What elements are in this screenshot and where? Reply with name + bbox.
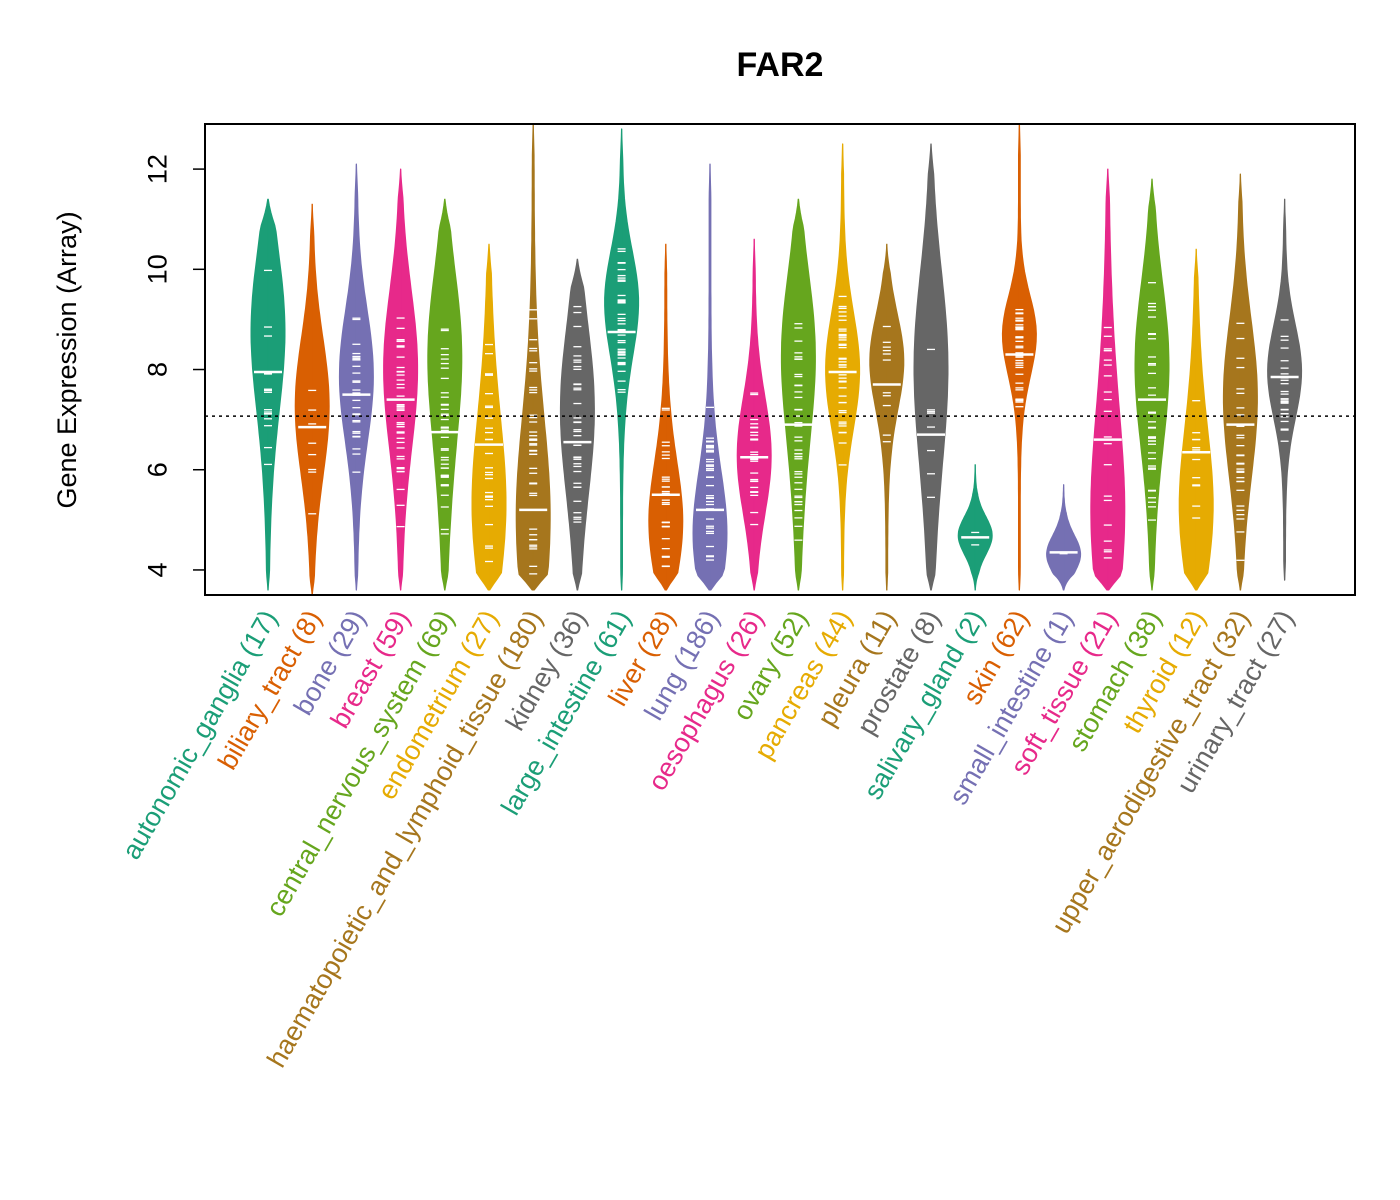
- violin-lung: [692, 163, 728, 591]
- violin-upper_aerodigestive_tract: [1222, 173, 1258, 591]
- violin-large_intestine: [604, 128, 640, 591]
- violin-soft_tissue: [1090, 168, 1126, 591]
- violin-skin: [1001, 123, 1037, 591]
- violin-central_nervous_system: [427, 198, 463, 591]
- violin-urinary_tract: [1267, 198, 1303, 581]
- violin-breast: [383, 168, 419, 591]
- violin-endometrium: [471, 243, 507, 591]
- x-axis-labels: autonomic_ganglia (17)biliary_tract (8)b…: [116, 605, 1300, 1072]
- violin-oesophagus: [736, 238, 772, 591]
- violin-liver: [648, 243, 684, 591]
- violin-haematopoietic_and_lymphoid_tissue: [515, 123, 551, 591]
- violin-kidney: [559, 258, 595, 591]
- violin-thyroid: [1178, 248, 1214, 591]
- y-tick-label: 8: [142, 362, 172, 377]
- y-tick-label: 10: [142, 254, 172, 284]
- violin-prostate: [913, 143, 949, 591]
- chart-title: FAR2: [737, 46, 824, 84]
- violin-small_intestine: [1046, 484, 1082, 591]
- violin-stomach: [1134, 178, 1170, 591]
- y-axis: 4 6 8 10 12: [142, 154, 206, 577]
- y-axis-label: Gene Expression (Array): [52, 211, 82, 508]
- violin-autonomic_ganglia: [250, 198, 286, 591]
- violin-salivary_gland: [957, 464, 993, 591]
- violin-biliary_tract: [294, 203, 330, 596]
- violin-bone: [338, 163, 374, 591]
- violins-group: [250, 123, 1303, 596]
- violin-pancreas: [825, 143, 861, 591]
- violin-ovary: [780, 198, 816, 591]
- y-tick-label: 6: [142, 462, 172, 477]
- violin-pleura: [869, 243, 905, 591]
- y-tick-label: 12: [142, 154, 172, 184]
- y-tick-label: 4: [142, 562, 172, 577]
